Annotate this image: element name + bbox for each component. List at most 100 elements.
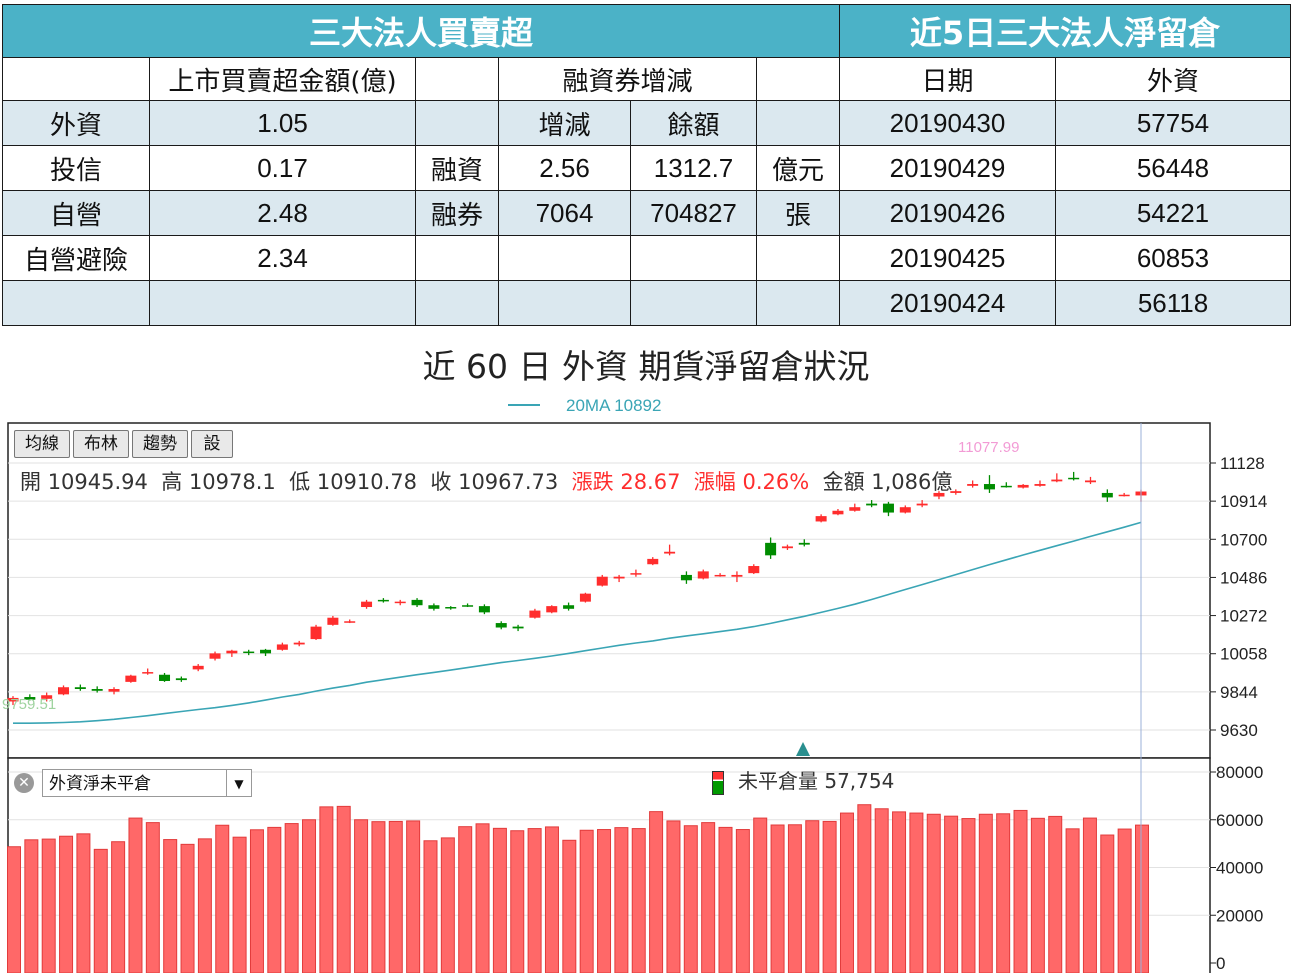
row-label: 自營 — [2, 190, 150, 236]
oi-bar — [909, 812, 924, 973]
empty-cell — [149, 280, 416, 326]
candle-body — [243, 651, 255, 654]
header-margin-change: 融資券增減 — [498, 57, 757, 101]
amount-value: 1.05 — [149, 100, 416, 146]
trend-button[interactable]: 趨勢 — [132, 430, 188, 458]
candle-body — [1034, 484, 1046, 486]
oi-bar — [267, 826, 282, 973]
candle-body — [276, 644, 288, 650]
pct-value: 0.26% — [742, 470, 810, 494]
net-open-interest-table: 近5日三大法人淨留倉 日期 外資 20190430 57754 20190429… — [839, 4, 1291, 326]
date-cell: 20190425 — [839, 235, 1056, 281]
candle-body — [781, 546, 793, 549]
oi-bar — [1065, 828, 1080, 973]
oi-bar — [770, 824, 785, 973]
candle-body — [899, 507, 911, 513]
candle-body — [916, 503, 928, 506]
candle-body — [815, 516, 827, 522]
candle-body — [462, 605, 474, 607]
bollinger-button[interactable]: 布林 — [73, 430, 129, 458]
oi-bar — [302, 819, 317, 973]
candle-body — [1118, 494, 1130, 497]
indicator-select[interactable]: 外資淨未平倉 ▼ — [42, 769, 252, 797]
oi-bar — [128, 817, 143, 973]
change-label: 漲跌 — [571, 470, 614, 494]
margin-change: 2.56 — [498, 145, 631, 191]
oi-bar — [892, 811, 907, 973]
candle-body — [579, 593, 591, 602]
candle-body — [680, 574, 692, 581]
oi-bar — [1117, 828, 1132, 973]
chevron-down-icon[interactable]: ▼ — [226, 770, 251, 796]
candle-body — [512, 626, 524, 629]
high-value: 10978.1 — [188, 470, 276, 494]
value-cell: 57754 — [1055, 100, 1291, 146]
close-value: 10967.73 — [458, 470, 559, 494]
row-label: 投信 — [2, 145, 150, 191]
oi-bar — [822, 820, 837, 973]
oi-legend-text: 未平倉量 57,754 — [738, 769, 895, 793]
low-label: 低 — [289, 470, 311, 494]
oi-bar — [41, 838, 56, 973]
empty-cell — [755, 100, 841, 146]
price-panel — [7, 422, 1211, 759]
empty-cell — [755, 235, 841, 281]
oi-bar — [562, 839, 577, 973]
candle-body — [546, 606, 558, 613]
oi-bar — [371, 821, 386, 973]
candle-body — [142, 672, 154, 674]
candle-body — [310, 626, 322, 640]
oi-bar — [978, 813, 993, 973]
candle-body — [647, 558, 659, 565]
candle-body — [293, 642, 305, 645]
oi-bar — [1100, 834, 1115, 973]
sub-header-change: 增減 — [498, 100, 631, 146]
min-annotation: 9759.51 — [2, 696, 56, 713]
oi-bar — [492, 827, 507, 973]
close-icon[interactable]: ✕ — [14, 773, 34, 793]
y-tick-label: 9630 — [1220, 721, 1258, 740]
candle-body — [933, 492, 945, 497]
oi-bar — [319, 806, 334, 973]
oi-bar — [215, 824, 230, 973]
date-cell: 20190429 — [839, 145, 1056, 191]
candle-body — [596, 576, 608, 586]
candle-body — [361, 601, 373, 608]
high-label: 高 — [161, 470, 183, 494]
empty-cell — [630, 280, 757, 326]
oi-bar — [388, 820, 403, 973]
oi-bar — [926, 813, 941, 973]
y-tick-label: 80000 — [1216, 763, 1263, 782]
oi-bar — [961, 818, 976, 973]
candle-body — [41, 695, 53, 699]
table-title: 三大法人買賣超 — [1, 4, 841, 58]
open-interest-legend: 未平倉量 57,754 — [712, 765, 894, 795]
low-value: 10910.78 — [316, 470, 418, 494]
candle-body — [344, 621, 356, 623]
y-tick-label: 10700 — [1220, 530, 1267, 549]
settings-button[interactable]: 設 — [191, 430, 233, 458]
candle-body — [478, 606, 490, 613]
candle-body — [394, 601, 406, 604]
candle-body — [108, 689, 120, 692]
oi-bar — [354, 819, 369, 973]
header-foreign: 外資 — [1055, 57, 1291, 101]
amount-value: 1,086億 — [871, 470, 953, 494]
value-cell: 54221 — [1055, 190, 1291, 236]
candle-body — [748, 566, 760, 574]
margin-balance: 1312.7 — [630, 145, 757, 191]
candle-body — [411, 599, 423, 606]
open-label: 開 — [20, 470, 41, 494]
candle-body — [1068, 477, 1080, 480]
candle-body — [125, 675, 137, 682]
oi-bar — [649, 811, 664, 973]
amount-value: 0.17 — [149, 145, 416, 191]
candle-body — [377, 599, 389, 602]
oi-bar — [701, 822, 716, 973]
y-tick-label: 11128 — [1220, 454, 1265, 473]
ma-button[interactable]: 均線 — [14, 430, 70, 458]
oi-bar — [59, 835, 74, 973]
oi-bar — [249, 829, 264, 973]
candle-body — [91, 689, 103, 691]
oi-bar — [544, 826, 559, 973]
